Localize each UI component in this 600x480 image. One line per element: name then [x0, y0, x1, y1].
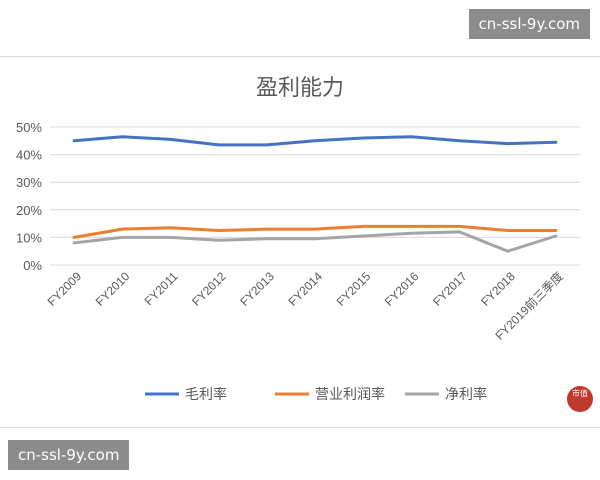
x-tick-label: FY2009 [45, 269, 85, 309]
series-line-1 [72, 135, 558, 147]
series-line-3 [72, 230, 558, 253]
y-axis-ticks: 0% 10% 20% 30% 40% 50% [16, 120, 42, 273]
x-tick-label: FY2014 [286, 269, 326, 309]
line-chart: 盈利能力 0%10%20%30%40%50% FY2009 FY2010 FY201… [16, 76, 580, 402]
legend-label: 毛利率 [185, 386, 227, 402]
chart-title: 盈利能力 [256, 76, 344, 101]
y-tick-label: 0% [23, 258, 42, 273]
x-tick-label: FY2016 [382, 269, 422, 309]
gridlines [50, 126, 580, 266]
legend: 毛利率 营业利润率 净利率 [145, 386, 487, 402]
x-tick-label: FY2017 [430, 269, 470, 309]
watermark-bottom-left: cn-ssl-9y.com [8, 440, 130, 470]
x-tick-label: FY2010 [93, 269, 133, 309]
series-line-2 [72, 224, 558, 239]
seal-stamp-icon: 市值 [567, 386, 593, 412]
x-tick-label: FY2018 [478, 269, 518, 309]
y-tick-label: 50% [16, 120, 42, 135]
legend-label: 净利率 [445, 386, 487, 402]
y-tick-label: 30% [16, 175, 42, 190]
y-tick-label: 40% [16, 148, 42, 163]
x-tick-label: FY2013 [237, 269, 277, 309]
chart-frame: 盈利能力 0% 10% 20% 30% 40% 50% FY2009 FY2010 FY201… [0, 56, 600, 428]
series-lines [72, 135, 558, 253]
watermark-top-right: cn-ssl-9y.com [468, 9, 590, 39]
legend-label: 营业利润率 [315, 386, 385, 402]
y-tick-label: 10% [16, 230, 42, 245]
x-tick-label: FY2012 [189, 269, 229, 309]
x-tick-label: FY2015 [334, 269, 374, 309]
y-tick-label: 20% [16, 203, 42, 218]
x-axis-ticks: FY2009 FY2010 FY2011 FY2012 FY2013 FY2014 FY20… [45, 269, 566, 343]
x-tick-label: FY2011 [142, 269, 181, 308]
